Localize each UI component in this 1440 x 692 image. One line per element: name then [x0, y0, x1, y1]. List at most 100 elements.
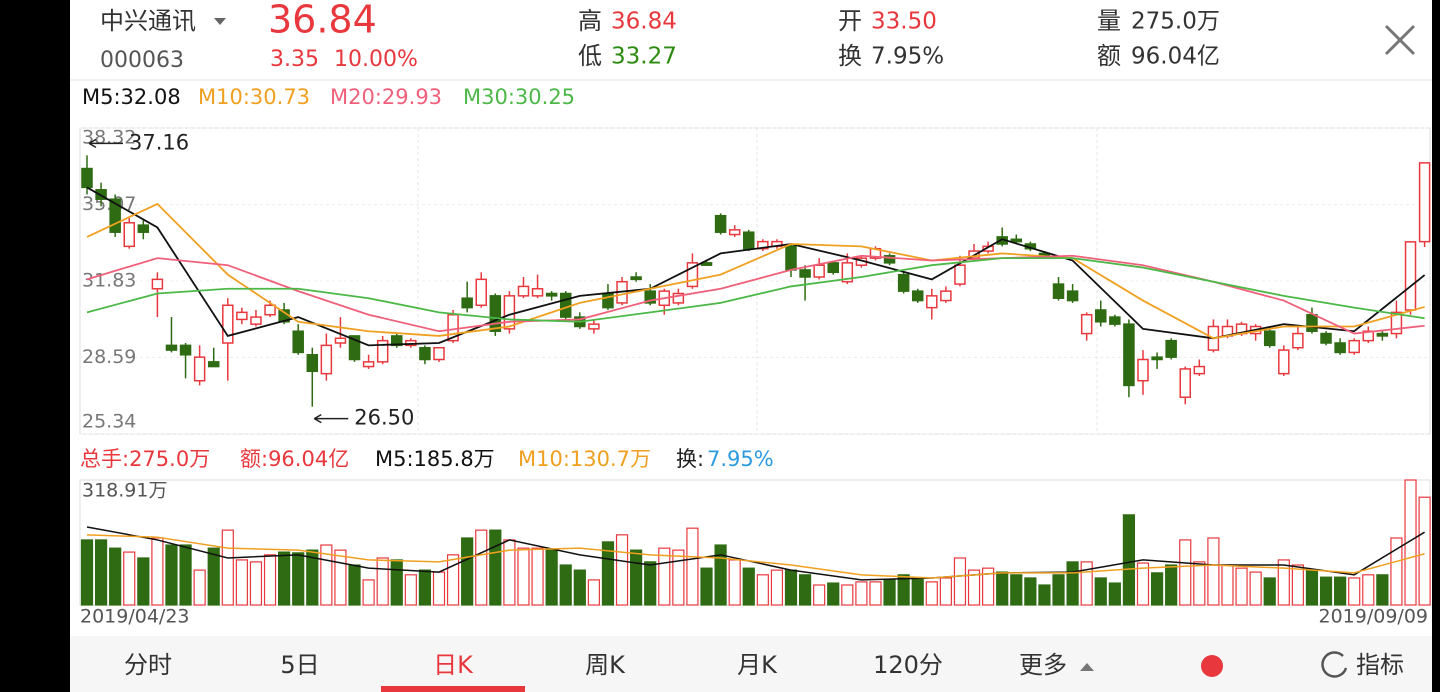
volume-bar [221, 529, 234, 606]
candle-body [926, 295, 938, 309]
ma-line [86, 202, 1425, 340]
volume-bar [1404, 479, 1417, 606]
volume-bar [278, 551, 291, 606]
low: 33.27 [611, 44, 677, 70]
indicator-icon[interactable] [1321, 651, 1348, 678]
volume-bar [1193, 561, 1206, 606]
name-dropdown[interactable] [214, 18, 226, 25]
active-tab-indicator [381, 686, 525, 692]
extreme-arrow [88, 138, 123, 148]
candle-body [1404, 241, 1417, 311]
candle-body [222, 304, 234, 344]
volume-bar [573, 569, 586, 606]
volume-bar [1277, 559, 1290, 606]
legend-item: M5:185.8万 [375, 447, 495, 471]
candle-body [1334, 342, 1346, 354]
candle-body [517, 285, 530, 297]
candle-body [728, 229, 741, 236]
tab[interactable]: 更多 [1019, 651, 1067, 679]
volume-bar [672, 549, 685, 606]
volume-bar [967, 569, 981, 606]
volume-bar [1221, 564, 1234, 606]
volume-bar [404, 574, 417, 606]
legend-item: M20:29.93 [330, 85, 442, 109]
candle-body [714, 214, 727, 233]
volume-bar [1038, 584, 1051, 606]
volume-bar [193, 569, 206, 606]
ma-line [86, 186, 1426, 347]
candle-body [1320, 332, 1332, 344]
x-tick-label: 2019/09/09 [1318, 606, 1428, 628]
volume-bar [235, 559, 248, 606]
volume-bar [263, 554, 277, 606]
volume-bar [953, 557, 967, 606]
tab[interactable]: 日K [433, 651, 474, 679]
candle-body [841, 262, 854, 283]
candle-body [292, 330, 304, 354]
legend-item: M30:30.25 [463, 85, 575, 109]
volume-bar [1334, 576, 1347, 606]
candle-body [165, 344, 178, 351]
volume-bar [855, 581, 868, 606]
candle-body [940, 290, 952, 302]
volume-bar [841, 584, 854, 606]
candle-body [1137, 358, 1149, 382]
candle-body [1348, 339, 1360, 354]
tab[interactable]: 分时 [124, 651, 172, 679]
volume-bar [1390, 537, 1403, 606]
volume-bar [475, 529, 488, 606]
volume-bar [292, 552, 305, 606]
volume-bar [418, 569, 432, 606]
close-button[interactable] [1384, 24, 1416, 56]
y-tick-label: 25.34 [82, 411, 136, 433]
open: 33.50 [871, 9, 937, 35]
volume-bar [996, 571, 1009, 606]
tab[interactable]: 5日 [280, 651, 319, 679]
candle-body [306, 354, 319, 373]
volume-ma-line [86, 534, 1425, 579]
candle-body [109, 198, 121, 233]
volume-bar [545, 549, 558, 606]
volume-bar [137, 557, 150, 606]
candle-body [954, 264, 966, 285]
tab[interactable]: 月K [737, 651, 778, 679]
candle-body [827, 262, 839, 274]
amount: 96.04亿 [1131, 44, 1220, 70]
candle-body [1109, 316, 1121, 325]
legend-item: M10:130.7万 [518, 447, 651, 471]
tab[interactable]: 周K [585, 651, 626, 679]
volume-bar [1150, 572, 1164, 606]
candle-body [588, 323, 600, 330]
candle-body [1263, 330, 1276, 347]
record-button[interactable] [1201, 655, 1223, 677]
volume-bar [897, 574, 910, 606]
volume-bar [1094, 577, 1107, 606]
stock-name[interactable]: 中兴通讯 [100, 7, 196, 35]
volume-bar [179, 544, 192, 606]
candle-body [461, 297, 473, 309]
indicator-tab[interactable]: 指标 [1356, 651, 1404, 679]
volume-bar [644, 561, 657, 606]
candle-body [799, 269, 811, 278]
volume-bar [80, 539, 94, 606]
candle-body [757, 240, 769, 250]
turnover-label: 换: [676, 447, 704, 471]
volume-bar [982, 567, 995, 606]
y-tick-label: 28.59 [82, 346, 136, 368]
tab[interactable]: 120分 [873, 651, 943, 679]
volume-bar [109, 547, 122, 606]
volume-bar [207, 547, 220, 606]
candle-body [1066, 290, 1079, 302]
volume-bar [1362, 574, 1375, 606]
more-arrow[interactable] [1080, 663, 1094, 671]
y-tick-label: 31.83 [82, 270, 136, 292]
volume-bar [770, 569, 784, 606]
volume-bar [1319, 576, 1333, 606]
candle-body [503, 295, 516, 330]
high: 36.84 [611, 9, 677, 35]
volume-bar [728, 559, 741, 606]
volume-bar [1066, 561, 1079, 606]
high-label: 高 [578, 7, 602, 35]
candle-body [1390, 311, 1403, 335]
candle-body [644, 290, 656, 304]
